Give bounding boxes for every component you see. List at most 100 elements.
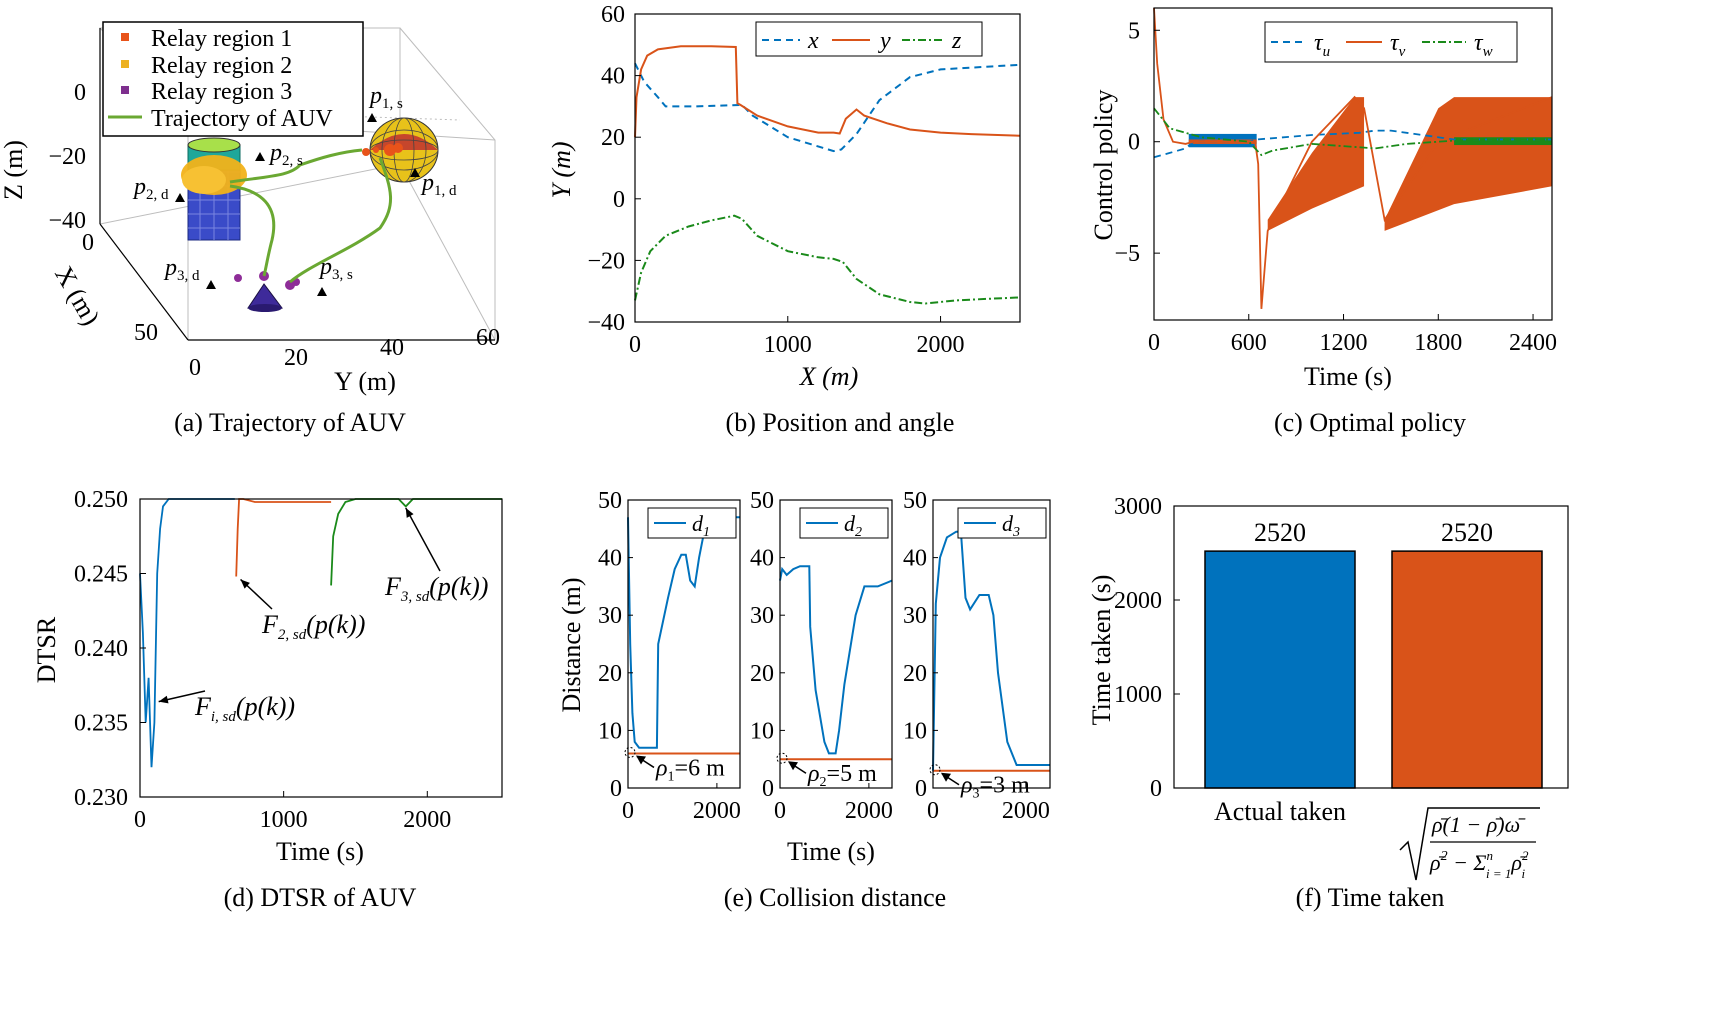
x-tick-label: 1000 [764,332,812,358]
threshold-label: ρ2=5 m [807,761,877,790]
y-tick-label: 0 [762,776,774,802]
y-tick-label: 40 [601,64,625,90]
y-axis-label: Y (m) [334,367,396,396]
series-F_i,sd [139,498,235,768]
x-tick-formula: ρ̄(1 − ρ̄)ω̄ ρ̄2 − Σn i = 1ρ̄2 i [1399,807,1540,881]
auv-trajectory [229,148,393,284]
y-tick-label: 10 [750,718,774,744]
y-tick-label: 0 [1128,130,1140,156]
y-tick-label: 50 [903,488,927,514]
legend-trajectory: Trajectory of AUV [151,106,333,132]
z-tick: −40 [48,208,86,234]
x-tick-label: 2000 [1002,798,1050,824]
series-F_2,sd [235,498,332,577]
y-tick-label: 5 [1128,18,1140,44]
point-label-p1d: p1, d [420,170,457,199]
y-tick-label: 50 [598,488,622,514]
chart-c-control: Control policy Time (s) −5 0 5 0 600 1200 1800… [1089,7,1557,391]
y-tick-label: 60 [601,2,625,28]
x-tick-label: 0 [622,798,634,824]
legend-a: Relay region 1 Relay region 2 Relay regi… [102,21,364,137]
point-label-p3d: p3, d [163,255,200,284]
y-tick-label: 40 [750,546,774,572]
annotation-arrow [405,507,441,572]
series-d3 [932,530,1050,771]
point-label-p1s: p1, s [368,83,403,112]
y-tick: 60 [476,325,500,351]
series-τ_v [1153,7,1553,309]
y-axis-label: Distance (m) [557,577,586,712]
x-axis-label: Time (s) [1304,362,1392,391]
x-tick-label: 2000 [403,807,451,833]
z-tick: 0 [74,80,86,106]
z-axis-label: Z (m) [0,140,28,200]
y-tick-label: 0 [613,187,625,213]
y-tick-label: 10 [903,718,927,744]
bar-value-label: 2520 [1441,518,1493,547]
chart-b-position: Y (m) X (m) −40 −20 0 20 40 60 0 1000 2000 x y z [547,2,1021,391]
legend-label: d2 [844,511,862,540]
series-τ_u [1153,129,1552,159]
y-tick-label: 0.250 [74,487,128,513]
y-tick-label: 30 [903,603,927,629]
y-tick-label: 3000 [1114,494,1162,520]
bar-1 [1391,550,1543,789]
threshold-label: ρ3=3 m [960,773,1030,802]
y-tick-label: 20 [601,125,625,151]
sphere-obstacle [369,117,439,183]
annotation-label: Fi, sd(p(k)) [194,692,295,725]
y-tick-label: −40 [587,310,625,336]
legend-x: x [807,28,819,54]
x-tick-label: 0 [927,798,939,824]
caption-c: (c) Optimal policy [1273,408,1467,437]
plot-frame [139,498,503,798]
legend-relay-1: Relay region 1 [151,26,292,52]
annotation-arrowhead [240,579,250,589]
y-tick-label: 0.235 [74,711,128,737]
y-tick-label: 0.240 [74,636,128,662]
y-tick-label: 0 [610,776,622,802]
caption-f: (f) Time taken [1295,883,1445,912]
x-axis-label: X (m) [799,362,858,391]
y-tick-label: 30 [598,603,622,629]
plot-frame [627,499,741,789]
series-x [634,62,1021,153]
y-tick-label: −20 [587,248,625,274]
x-tick-label: 0 [774,798,786,824]
y-tick-label: 2000 [1114,588,1162,614]
y-tick-label: 10 [598,718,622,744]
series-d1 [627,516,740,749]
y-tick-label: −5 [1114,241,1140,267]
caption-d: (d) DTSR of AUV [223,883,417,912]
x-tick-label: 0 [134,807,146,833]
legend-label: d1 [692,511,710,540]
series-τ_w [1153,107,1552,157]
legend-box [957,507,1047,539]
y-tick-label: 40 [598,546,622,572]
plot-frame [1173,505,1569,789]
annotation-arrowhead [405,507,414,518]
legend-c: τu τv τw [1264,21,1518,63]
cylinder-obstacle [181,137,247,241]
annotation-arrowhead [158,695,169,704]
y-tick-label: 30 [750,603,774,629]
x-tick-label: 2400 [1509,330,1557,356]
threshold-label: ρ1=6 m [655,755,725,784]
x-tick-label: 2000 [917,332,965,358]
x-tick-label: 0 [1148,330,1160,356]
bar-value-label: 2520 [1254,518,1306,547]
x-tick-label: 1200 [1320,330,1368,356]
oscillation-band-tau-w [1454,137,1552,146]
relay-region-1-markers [362,143,403,156]
x-tick-label: 1800 [1414,330,1462,356]
x-tick-label: 1000 [260,807,308,833]
series-z [634,214,1021,305]
x-tick-label: 2000 [845,798,893,824]
x-tick-label: 0 [629,332,641,358]
legend-y: y [878,28,891,54]
y-tick-label: 20 [750,661,774,687]
chart-a-trajectory: p1, s p1, d p2, s p2, d p3, s p3, d 0 −2… [0,21,500,396]
legend-relay-2: Relay region 2 [151,53,292,79]
point-label-p3s: p3, s [318,254,353,283]
